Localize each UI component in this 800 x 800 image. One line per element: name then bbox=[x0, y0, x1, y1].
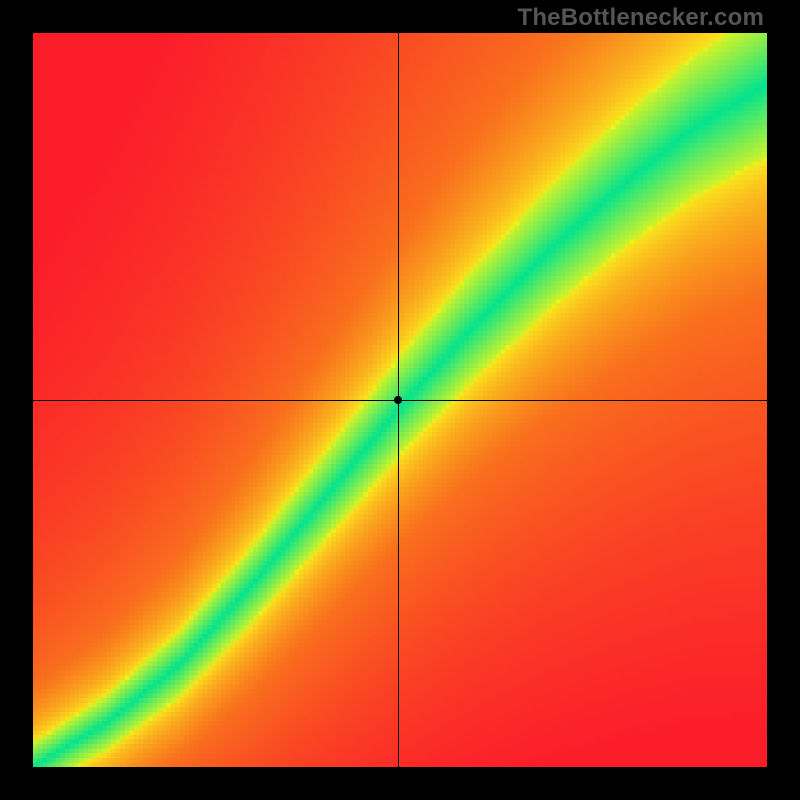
watermark-text: TheBottlenecker.com bbox=[517, 4, 764, 32]
heatmap-plot bbox=[33, 33, 767, 767]
marker-dot bbox=[394, 396, 402, 404]
chart-frame: TheBottlenecker.com bbox=[0, 0, 800, 800]
